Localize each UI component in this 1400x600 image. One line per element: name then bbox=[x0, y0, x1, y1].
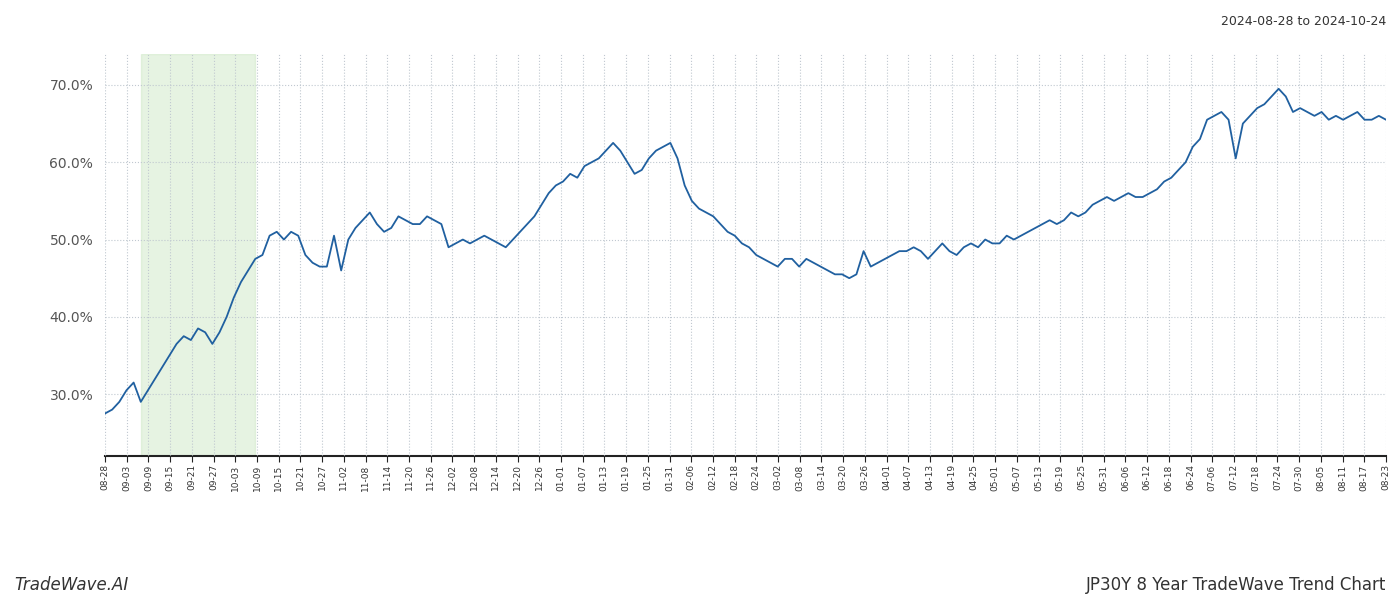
Text: 2024-08-28 to 2024-10-24: 2024-08-28 to 2024-10-24 bbox=[1221, 15, 1386, 28]
Text: TradeWave.AI: TradeWave.AI bbox=[14, 576, 129, 594]
Bar bbox=[141, 54, 255, 456]
Text: JP30Y 8 Year TradeWave Trend Chart: JP30Y 8 Year TradeWave Trend Chart bbox=[1085, 576, 1386, 594]
